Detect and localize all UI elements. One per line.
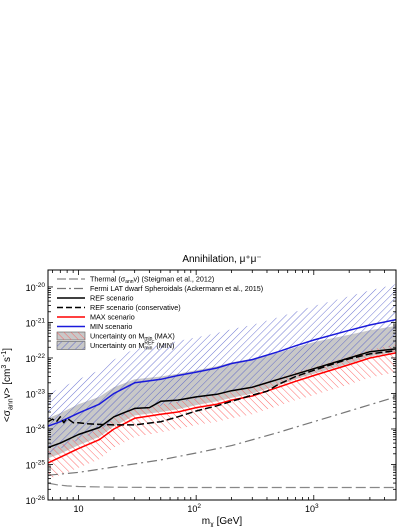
band-uncertainty-max-hatch <box>48 344 396 479</box>
legend-label-ref-conservative: REF scenario (conservative) <box>90 303 181 312</box>
axis-ticks: 10 102 103 10-26 10-25 10-24 10-23 10-22 10-21 10… <box>26 270 397 514</box>
legend-label-thermal: Thermal (σannv) (Steigman et al., 2012) <box>90 275 214 286</box>
legend-item-uncertainty-min: Uncertainty on MminREF (MIN) <box>56 341 174 352</box>
y-tick-label: 10-25 <box>26 459 46 470</box>
y-axis-label-sup2: -1 <box>1 351 8 357</box>
y-axis-label-sup1: 3 <box>1 365 8 369</box>
x-axis-label: mχ [GeV] <box>202 516 243 527</box>
x-tick-label: 10 <box>74 504 84 514</box>
y-tick-label: 10-26 <box>26 495 46 506</box>
band-uncertainty-min-hatch <box>48 284 396 454</box>
y-tick-label: 10-22 <box>26 353 46 364</box>
x-axis-label-unit: [GeV] <box>214 516 243 527</box>
series-line-max <box>48 352 396 464</box>
legend-item-thermal: Thermal (σannv) (Steigman et al., 2012) <box>57 275 214 286</box>
legend-label-uncertainty-min: Uncertainty on MminREF (MIN) <box>90 341 174 352</box>
legend-label-fermi: Fermi LAT dwarf Spheroidals (Ackermann e… <box>90 284 263 293</box>
legend-item-ref: REF scenario <box>57 294 134 303</box>
plot-frame <box>47 269 397 501</box>
x-axis-label-main: m <box>202 516 210 527</box>
plot-area <box>48 284 396 489</box>
series-line-ref <box>48 348 396 449</box>
series-line-ref-cons <box>48 349 396 426</box>
y-axis-label-main: <σ <box>2 409 13 422</box>
y-axis-label-end: ] <box>2 348 13 351</box>
y-tick-label: 10-24 <box>26 424 46 435</box>
legend: Thermal (σannv) (Steigman et al., 2012) … <box>56 275 263 352</box>
legend-swatch-uncertainty-max-hatch <box>57 332 85 340</box>
y-tick-label: 10-21 <box>26 317 46 328</box>
y-tick-label: 10-20 <box>26 282 46 293</box>
legend-label-ref: REF scenario <box>90 294 134 303</box>
legend-item-max: MAX scenario <box>57 313 135 322</box>
x-tick-label: 103 <box>305 503 319 514</box>
legend-label-max: MAX scenario <box>90 313 135 322</box>
legend-swatch-uncertainty-min-hatch <box>57 341 85 350</box>
series-line-min <box>48 318 396 427</box>
legend-item-uncertainty-max: Uncertainty on Mmin (MAX) <box>56 332 175 343</box>
y-axis-label: <σannv> [cm3 s-1] <box>1 348 15 422</box>
legend-item-ref-conservative: REF scenario (conservative) <box>57 303 181 312</box>
y-tick-label: 10-23 <box>26 388 46 399</box>
legend-label-uncertainty-max: Uncertainty on Mmin (MAX) <box>90 332 175 343</box>
legend-item-fermi: Fermi LAT dwarf Spheroidals (Ackermann e… <box>57 284 263 293</box>
legend-item-min: MIN scenario <box>57 322 132 331</box>
series-line-fermi <box>48 396 396 476</box>
y-axis-label-mid2: s <box>2 357 13 365</box>
y-axis-label-mid: v> [cm <box>2 369 13 399</box>
y-axis-label-sub: ann <box>8 398 15 410</box>
legend-label-min: MIN scenario <box>90 322 132 331</box>
x-tick-label: 102 <box>187 503 201 514</box>
x-axis-label-sub: χ <box>210 522 214 527</box>
series-line-thermal <box>48 482 396 489</box>
chart-title: Annihilation, μ⁺μ⁻ <box>182 254 261 265</box>
